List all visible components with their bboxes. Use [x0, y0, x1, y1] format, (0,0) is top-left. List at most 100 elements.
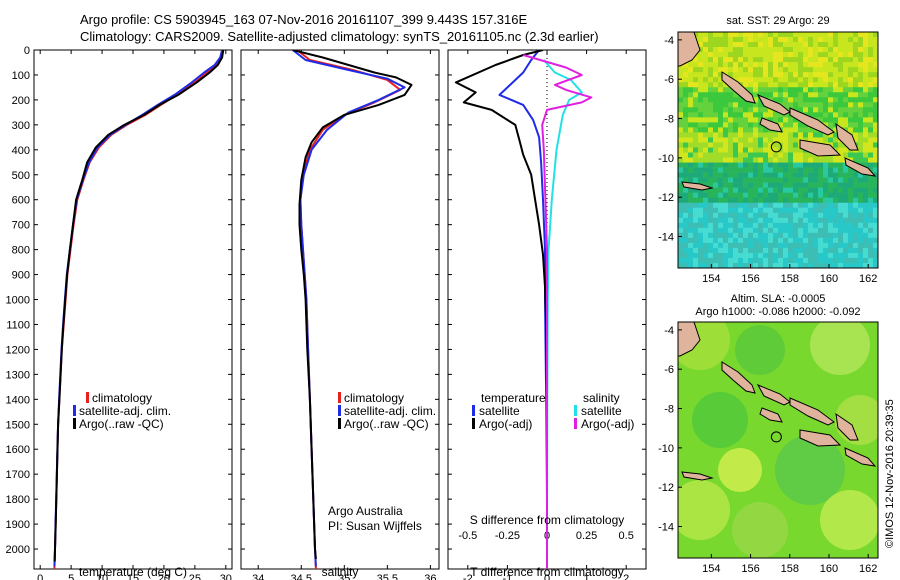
sst-cell [763, 212, 769, 219]
sst-cell [808, 52, 814, 58]
depth-tick-label: 1500 [6, 419, 30, 431]
sst-cell [798, 207, 804, 214]
salinity-x-axis: 34 34.5 35 35.5 36 [252, 50, 437, 580]
sst-cell [728, 162, 734, 168]
sst-cell [743, 52, 749, 58]
legend-label-t-satellite: satellite [479, 404, 520, 418]
sla-blob [810, 322, 870, 375]
sst-cell [843, 192, 849, 198]
sst-cell [683, 207, 689, 214]
sst-cell [813, 242, 819, 249]
sst-cell [708, 182, 714, 188]
sst-cell [703, 72, 709, 78]
sst-cell [848, 222, 854, 229]
sst-cell [833, 77, 839, 83]
sst-cell [823, 112, 829, 118]
sst-cell [818, 162, 824, 168]
sst-cell [868, 222, 874, 229]
sst-cell [783, 137, 789, 143]
sst-cell [748, 62, 754, 68]
x-tick-label: 1 [584, 573, 590, 580]
sst-cell [783, 242, 789, 249]
sst-cell [698, 87, 704, 93]
sst-cell [838, 212, 844, 219]
sst-cell [723, 57, 729, 63]
sst-cell [833, 57, 839, 63]
sst-cell [758, 62, 764, 68]
sst-cell [873, 132, 878, 138]
pi-text: PI: Susan Wijffels [328, 519, 422, 533]
sst-cell [683, 87, 689, 93]
sst-cell [843, 37, 849, 43]
map-y-tick-label: -8 [664, 114, 674, 126]
sst-cell [823, 82, 829, 88]
sst-cell [678, 172, 684, 178]
sst-cell [693, 117, 699, 123]
sst-cell [853, 122, 859, 128]
sst-cell [758, 212, 764, 219]
sst-cell [713, 47, 719, 53]
sst-cell [798, 172, 804, 178]
sst-cell [818, 242, 824, 249]
sst-cell [693, 257, 699, 264]
sst-cell [708, 197, 714, 204]
sst-cell [683, 157, 689, 163]
x-tick-label: 0 [544, 573, 550, 580]
sst-cell [793, 32, 799, 38]
sst-cell [733, 77, 739, 83]
sst-cell [758, 72, 764, 78]
sst-cell [703, 67, 709, 73]
sst-cell [728, 127, 734, 133]
sst-cell [833, 172, 839, 178]
map-y-tick-label: -8 [664, 404, 674, 416]
land-santa-isabel [789, 107, 835, 136]
sst-cell [778, 222, 784, 229]
sst-cell [823, 177, 829, 183]
sst-cell [723, 222, 729, 229]
sst-cell [728, 257, 734, 264]
sst-cell [808, 177, 814, 183]
sst-cell [843, 202, 849, 209]
sla-blob [678, 480, 730, 540]
sst-cell [753, 262, 759, 268]
sst-cell [868, 107, 874, 113]
sst-cell [748, 197, 754, 204]
sst-cell [783, 42, 789, 48]
sst-cell [743, 237, 749, 244]
sst-cell [763, 147, 769, 153]
sst-cell [713, 127, 719, 133]
sst-cell [858, 247, 864, 254]
sst-cell [823, 117, 829, 123]
sst-cell [678, 227, 684, 234]
sst-cell [768, 147, 774, 153]
sst-cell [763, 32, 769, 38]
sst-cell [803, 107, 809, 113]
sst-cell [758, 47, 764, 53]
sst-cell [848, 227, 854, 234]
sst-cell [693, 217, 699, 224]
sst-cell [823, 262, 829, 268]
sst-cell [813, 72, 819, 78]
sst-cell [793, 207, 799, 214]
sst-cell [678, 137, 684, 143]
sst-cell [703, 227, 709, 234]
map-x-tick-label: 160 [820, 273, 838, 285]
sst-cell [703, 142, 709, 148]
sst-cell [808, 197, 814, 204]
sst-cell [738, 167, 744, 173]
sst-cell [823, 197, 829, 204]
legend-label-satellite: satellite-adj. clim. [344, 404, 436, 418]
sst-cell [698, 217, 704, 224]
sst-cell [698, 202, 704, 209]
sst-cell [738, 102, 744, 108]
sst-cell [858, 257, 864, 264]
sst-cell [863, 57, 869, 63]
sst-cell [698, 152, 704, 158]
sst-cell [763, 192, 769, 198]
sst-cell [833, 92, 839, 98]
sst-cell [688, 257, 694, 264]
legend-swatch-s-argo [574, 418, 577, 429]
sst-cell [783, 102, 789, 108]
sst-cell [688, 247, 694, 254]
sst-cell [823, 122, 829, 128]
